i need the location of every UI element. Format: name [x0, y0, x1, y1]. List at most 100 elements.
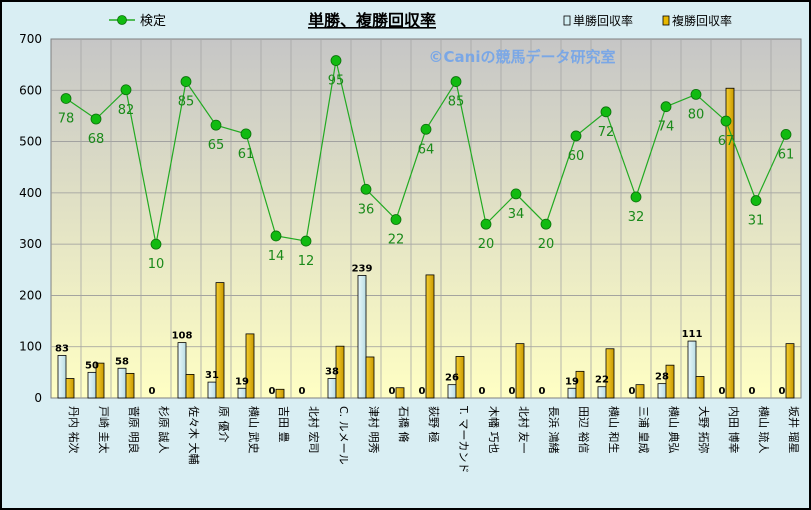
bar-tan — [567, 387, 577, 399]
y-axis: 0 100 200 300 400 500 600 700 — [19, 32, 42, 405]
legend-bar1-swatch — [563, 15, 571, 26]
line-marker — [720, 115, 732, 127]
y-tick-label: 700 — [19, 32, 42, 46]
x-tick-label: 長浜 鴻緒 — [547, 406, 561, 454]
line-value-label: 10 — [148, 257, 165, 272]
bar-tan-value-label: 0 — [629, 386, 636, 397]
gridlines — [51, 39, 801, 398]
bar-fuku — [425, 274, 435, 399]
line-value-label: 14 — [268, 249, 285, 264]
bar-fuku — [695, 376, 705, 399]
bar-fuku — [245, 333, 255, 399]
bar-tan-value-label: 26 — [445, 373, 459, 384]
bar-tan — [447, 384, 457, 399]
bar-tan — [177, 342, 187, 399]
y-tick-label: 600 — [19, 83, 42, 97]
bar-fuku — [65, 378, 75, 399]
line-marker — [240, 128, 252, 140]
line-marker — [150, 238, 162, 250]
legend-line-marker — [117, 15, 127, 25]
bar-fuku — [335, 345, 345, 399]
bar-fuku — [395, 387, 405, 399]
x-tick-label: 北村 宏司 — [307, 406, 321, 454]
line-series: 78 68 82 10 85 65 61 14 12 95 36 22 64 85 20 34 20 60 72 32… — [58, 55, 795, 272]
x-tick-label: 大野 拓弥 — [697, 406, 711, 454]
bar-tan — [597, 386, 607, 399]
legend-line-label: 検定 — [140, 14, 166, 29]
bar-tan-value-label: 50 — [85, 360, 99, 371]
line-value-label: 61 — [778, 147, 795, 162]
line-marker — [510, 188, 522, 200]
line-value-label: 85 — [448, 95, 465, 110]
line-value-label: 22 — [388, 233, 405, 248]
line-marker — [780, 128, 792, 140]
y-tick-label: 300 — [19, 237, 42, 251]
y-tick-label: 0 — [34, 391, 42, 405]
bar-tan — [687, 340, 697, 399]
line-value-label: 68 — [88, 132, 105, 147]
bar-fuku — [185, 374, 195, 399]
bar-fuku — [365, 356, 375, 399]
bar-tan-value-label: 0 — [299, 386, 306, 397]
line-value-label: 85 — [178, 95, 195, 110]
x-tick-label: 津村 明秀 — [367, 406, 381, 454]
bars: 83 50 58 0 108 31 19 0 0 38 239 0 0 26 0 0 0 19 22 0 28 111 0 0… — [55, 87, 795, 399]
bar-tan-value-label: 0 — [419, 386, 426, 397]
line-marker — [270, 230, 282, 242]
bar-tan-value-label: 0 — [719, 386, 726, 397]
bar-tan-value-label: 0 — [779, 386, 786, 397]
line-marker — [630, 191, 642, 203]
bar-tan — [237, 387, 247, 399]
x-tick-label: 坂井 瑠星 — [787, 406, 801, 454]
bar-tan-value-label: 19 — [235, 376, 249, 387]
x-tick-label: 三浦 皇成 — [637, 406, 651, 454]
x-tick-label: 石橋 脩 — [397, 406, 411, 443]
bar-tan-value-label: 111 — [682, 329, 703, 340]
bar-fuku — [635, 384, 645, 399]
x-tick-label: T. マーカンド — [457, 405, 470, 473]
bar-tan — [657, 383, 667, 399]
legend-bar2-swatch — [662, 15, 670, 26]
bar-tan — [207, 381, 217, 399]
line-marker — [60, 93, 72, 104]
x-tick-label: 杉原 誠人 — [157, 406, 171, 454]
bar-fuku — [785, 343, 795, 399]
line-marker — [660, 101, 672, 113]
line-value-label: 36 — [358, 202, 375, 217]
line-marker — [540, 218, 552, 230]
x-tick-label: C. ルメール — [337, 406, 350, 465]
legend-bar2-label: 複勝回収率 — [672, 13, 732, 28]
line-value-label: 61 — [238, 147, 255, 162]
bar-tan — [57, 355, 67, 399]
x-tick-label: 木幡 巧也 — [487, 406, 501, 454]
y-tick-label: 100 — [19, 340, 42, 354]
bar-tan-value-label: 0 — [509, 386, 516, 397]
bar-tan — [87, 371, 97, 399]
line-marker — [480, 218, 492, 230]
bar-tan-value-label: 0 — [389, 386, 396, 397]
x-tick-label: 戸崎 圭太 — [97, 406, 111, 454]
x-tick-label: 佐々木 大輔 — [187, 406, 201, 465]
line-marker — [120, 84, 132, 96]
bar-tan-value-label: 83 — [55, 343, 69, 354]
bar-tan-value-label: 108 — [172, 331, 193, 342]
bar-tan-value-label: 28 — [655, 372, 669, 383]
x-tick-label: 原 優介 — [217, 406, 230, 443]
x-tick-label: 横山 和生 — [607, 406, 621, 454]
line-marker — [420, 123, 432, 135]
bar-fuku — [95, 362, 105, 399]
bar-tan — [357, 275, 367, 399]
y-tick-label: 500 — [19, 135, 42, 149]
line-value-label: 82 — [118, 103, 135, 118]
line-value-label: 12 — [298, 254, 315, 269]
bar-tan-value-label: 58 — [115, 356, 129, 367]
line-value-label: 60 — [568, 149, 585, 164]
bar-fuku — [725, 87, 735, 399]
line-marker — [690, 88, 702, 100]
y-tick-label: 400 — [19, 186, 42, 200]
line-marker — [360, 183, 372, 195]
line-value-label: 74 — [658, 120, 675, 135]
line-marker — [570, 130, 582, 142]
line-marker — [300, 235, 312, 247]
